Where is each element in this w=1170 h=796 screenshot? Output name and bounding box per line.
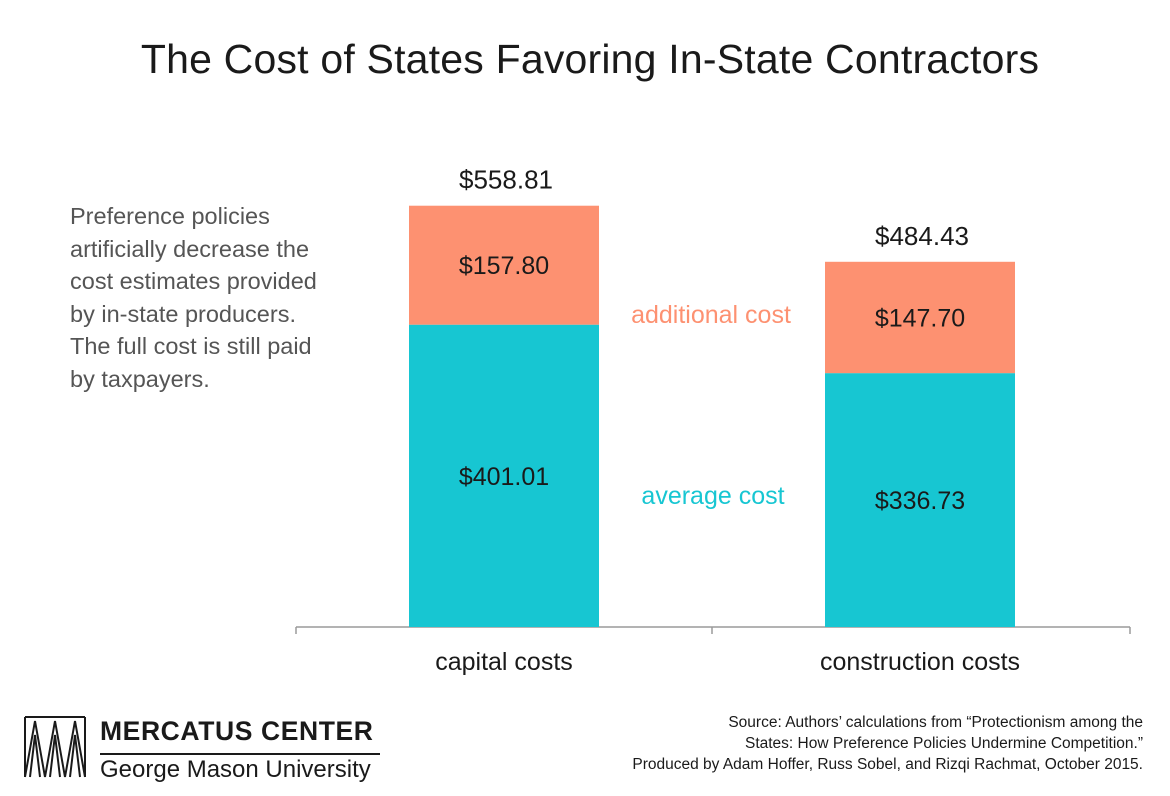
source-line-2: States: How Preference Policies Undermin… [744, 735, 1143, 752]
data-label-additional-1: $147.70 [875, 304, 965, 332]
logo-divider [100, 753, 380, 755]
bar-average-1 [825, 373, 1015, 627]
description-text: Preference policies artificially decreas… [70, 203, 317, 392]
x-tick-label-0: capital costs [435, 648, 573, 676]
source-line-1: Source: Authors’ calculations from “Prot… [728, 714, 1143, 731]
total-label-1: $484.43 [875, 221, 969, 251]
logo-subtitle: George Mason University [100, 756, 371, 783]
legend-additional-cost: additional cost [631, 301, 791, 329]
source-line-3: Produced by Adam Hoffer, Russ Sobel, and… [632, 756, 1143, 773]
bar-average-0 [409, 324, 599, 627]
data-label-average-1: $336.73 [875, 487, 965, 515]
data-label-additional-0: $157.80 [459, 252, 549, 280]
chart-title: The Cost of States Favoring In-State Con… [140, 36, 1040, 82]
stacked-bar-chart: $401.01 $157.80 $558.81 capital costs $336.7… [295, 165, 1131, 676]
total-label-0: $558.81 [459, 165, 553, 195]
source-note: Source: Authors’ calculations from “Prot… [543, 712, 1143, 775]
legend-average-cost: average cost [641, 482, 784, 510]
x-tick-label-1: construction costs [820, 648, 1020, 676]
bar-additional-0 [409, 205, 599, 325]
data-label-average-0: $401.01 [459, 463, 549, 491]
logo-name: MERCATUS CENTER [100, 716, 374, 746]
bar-additional-1 [825, 261, 1015, 374]
mercatus-logo-icon [24, 716, 86, 778]
mercatus-logo: MERCATUS CENTER George Mason University [23, 715, 393, 785]
